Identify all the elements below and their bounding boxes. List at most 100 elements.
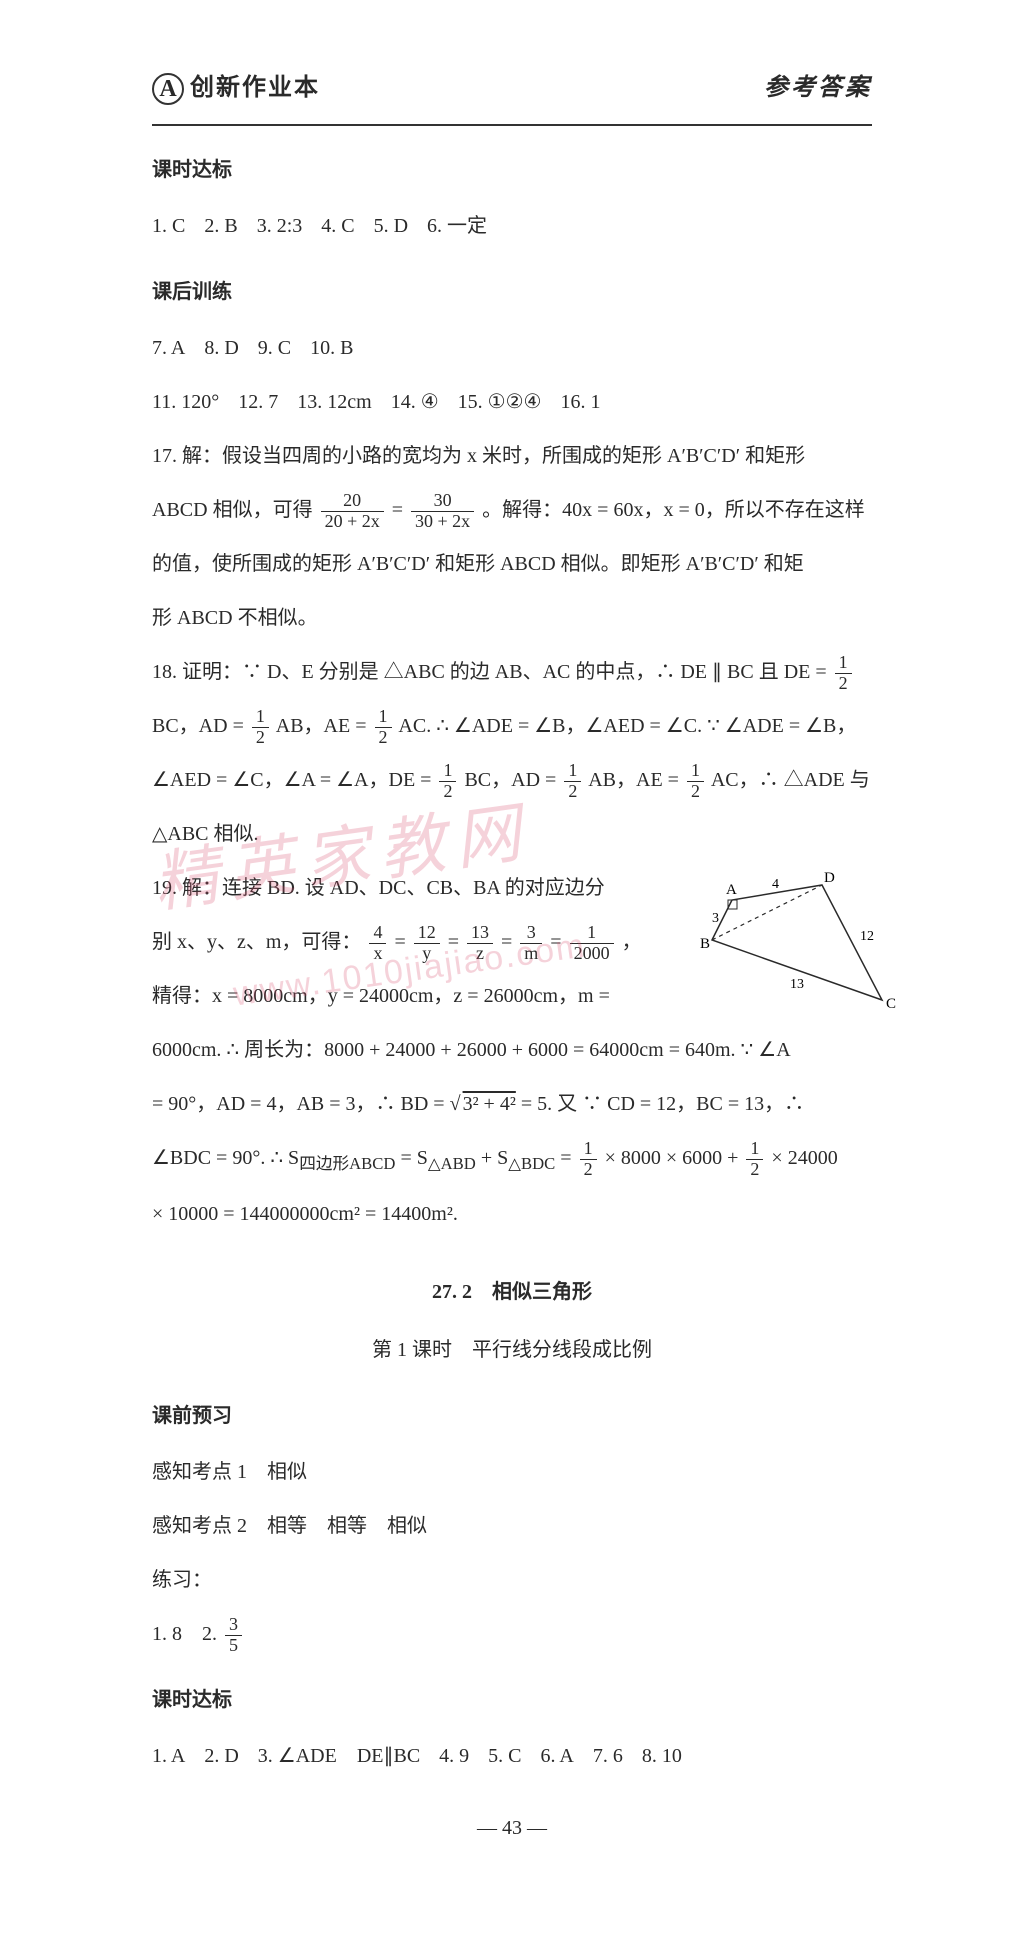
p19-b1: 别 x、y、z、m，可得：	[152, 931, 361, 953]
s1-q1: 1. C	[152, 215, 185, 237]
s4-answers: 1. A 2. D 3. ∠ADE DE∥BC 4. 9 5. C 6. A 7…	[152, 1732, 872, 1780]
p18-h1d: 2	[835, 674, 852, 694]
p18-half-3: 1 2	[375, 707, 392, 748]
p18-c3: AB，AE =	[588, 769, 684, 791]
s1-answers: 1. C 2. B 3. 2:3 4. C 5. D 6. 一定	[152, 202, 872, 250]
p19-radical: √3² + 4²	[450, 1093, 516, 1115]
s3-q1a: 1. 8 2.	[152, 1623, 222, 1645]
p19-r2n: 12	[414, 923, 440, 944]
label-A: A	[726, 882, 737, 898]
p19-r4: 3m	[520, 923, 542, 964]
p19-r1: 4x	[369, 923, 386, 964]
p18-c4: AC，∴ △ADE 与	[711, 769, 870, 791]
p19-b2: ，	[622, 931, 642, 953]
header-left: A 创新作业本	[152, 60, 320, 118]
p19-eq2: =	[448, 931, 464, 953]
s3-k2: 感知考点 2 相等 相等 相似	[152, 1502, 872, 1550]
p18-line-b: BC，AD = 1 2 AB，AE = 1 2 AC. ∴ ∠ADE = ∠B，…	[152, 702, 872, 750]
p18-h3d: 2	[375, 728, 392, 748]
p17-line-a: 17. 解：假设当四周的小路的宽均为 x 米时，所围成的矩形 A′B′C′D′ …	[152, 432, 872, 480]
p19-r1d: x	[369, 944, 386, 964]
p19-line-g: × 10000 = 144000000cm² = 14400m².	[152, 1190, 872, 1238]
page-header: A 创新作业本 参考答案	[152, 60, 872, 126]
s2-q10: 10. B	[310, 337, 353, 359]
p19-e1: = 90°，AD = 4，AB = 3，∴ BD =	[152, 1093, 450, 1115]
s2-q14: 14. ④	[391, 391, 439, 413]
label-D: D	[824, 870, 835, 886]
p17-f2d: 30 + 2x	[411, 512, 474, 532]
p19-r3n: 13	[467, 923, 493, 944]
p17-eq: =	[392, 499, 408, 521]
logo-icon: A	[152, 73, 184, 105]
page-number: — 43 —	[152, 1804, 872, 1852]
p19-fsub2: △ABD	[428, 1154, 476, 1173]
p18-b1: BC，AD =	[152, 715, 249, 737]
s1-q3: 3. 2:3	[257, 215, 303, 237]
p17-b2: 。解得：40x = 60x，x = 0，所以不存在这样	[482, 499, 865, 521]
s4-q2: 2. D	[204, 1745, 238, 1767]
p18-half-2: 1 2	[252, 707, 269, 748]
s4-q3: 3. ∠ADE DE∥BC	[258, 1745, 420, 1767]
s4-q5: 5. C	[488, 1745, 521, 1767]
p17-f2n: 30	[411, 491, 474, 512]
s3-answers: 1. 8 2. 3 5	[152, 1610, 872, 1658]
header-right: 参考答案	[764, 60, 872, 118]
p19-half-a: 12	[580, 1139, 597, 1180]
s1-q2: 2. B	[204, 215, 237, 237]
p18-b2: AB，AE =	[276, 715, 372, 737]
edge-4: 4	[772, 877, 779, 892]
s2-q7: 7. A	[152, 337, 185, 359]
p19-r2d: y	[414, 944, 440, 964]
p19-f5: × 8000 × 6000 +	[605, 1147, 744, 1169]
s3-frac: 3 5	[225, 1615, 242, 1656]
s2-q9: 9. C	[258, 337, 291, 359]
p19-r2: 12y	[414, 923, 440, 964]
p18-h1n: 1	[835, 653, 852, 674]
p18-h6n: 1	[687, 761, 704, 782]
p17-line-b: ABCD 相似，可得 20 20 + 2x = 30 30 + 2x 。解得：4…	[152, 486, 872, 534]
s4-q7: 7. 6	[593, 1745, 623, 1767]
p19-fsub1: 四边形ABCD	[299, 1154, 395, 1173]
p18-b3: AC. ∴ ∠ADE = ∠B，∠AED = ∠C. ∵ ∠ADE = ∠B，	[398, 715, 856, 737]
p19-han: 1	[580, 1139, 597, 1160]
p17-line-c: 的值，使所围成的矩形 A′B′C′D′ 和矩形 ABCD 相似。即矩形 A′B′…	[152, 540, 872, 588]
p18-h6d: 2	[687, 782, 704, 802]
p18-half-5: 1 2	[564, 761, 581, 802]
p19-r5d: 2000	[570, 944, 614, 964]
p19-r4d: m	[520, 944, 542, 964]
p19-had: 2	[580, 1160, 597, 1180]
p18-line-c: ∠AED = ∠C，∠A = ∠A，DE = 1 2 BC，AD = 1 2 A…	[152, 756, 872, 804]
s1-q4: 4. C	[321, 215, 354, 237]
s3-lx: 练习：	[152, 1556, 872, 1604]
s2-q8: 8. D	[204, 337, 238, 359]
s3-f5d: 5	[225, 1636, 242, 1656]
p19-f2: = S	[400, 1147, 427, 1169]
p19-e2: = 5. 又 ∵ CD = 12，BC = 13，∴	[521, 1093, 804, 1115]
p17-frac2: 30 30 + 2x	[411, 491, 474, 532]
p19-f6: × 24000	[771, 1147, 837, 1169]
p17-frac1: 20 20 + 2x	[321, 491, 384, 532]
p17-f1n: 20	[321, 491, 384, 512]
edge-12: 12	[860, 929, 874, 944]
section-title-2: 课后训练	[152, 268, 872, 316]
p19-f3: + S	[481, 1147, 508, 1169]
p19-r3: 13z	[467, 923, 493, 964]
s2-q15: 15. ①②④	[458, 391, 542, 413]
s4-q4: 4. 9	[439, 1745, 469, 1767]
p18-a1: 18. 证明：∵ D、E 分别是 △ABC 的边 AB、AC 的中点，∴ DE …	[152, 661, 832, 683]
p19-r4n: 3	[520, 923, 542, 944]
s2-q12: 12. 7	[238, 391, 278, 413]
edge-3: 3	[712, 911, 719, 926]
p18-h5n: 1	[564, 761, 581, 782]
s4-q8: 8. 10	[642, 1745, 682, 1767]
p19-r3d: z	[467, 944, 493, 964]
p17-f1d: 20 + 2x	[321, 512, 384, 532]
p18-half-6: 1 2	[687, 761, 704, 802]
s2-row2: 11. 120° 12. 7 13. 12cm 14. ④ 15. ①②④ 16…	[152, 378, 872, 426]
p19-f4: =	[560, 1147, 576, 1169]
section-title-3: 课前预习	[152, 1392, 872, 1440]
triangle-diagram: A B C D 4 3 12 13	[682, 870, 902, 1020]
p18-half-4: 1 2	[439, 761, 456, 802]
p19-r5n: 1	[570, 923, 614, 944]
edge-13: 13	[790, 977, 804, 992]
